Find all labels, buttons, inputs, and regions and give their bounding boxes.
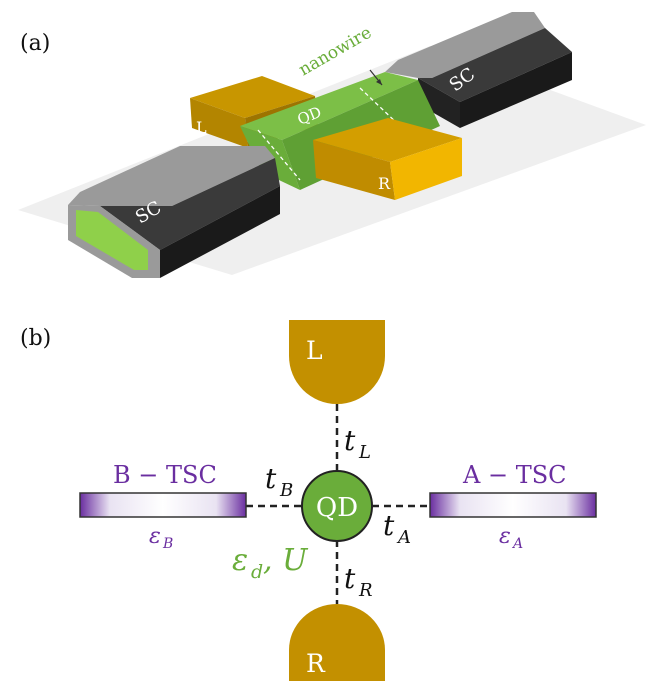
- lead-bottom-label: R: [306, 649, 326, 678]
- t-b-label: t B: [265, 462, 293, 501]
- svg-text:R: R: [358, 580, 373, 601]
- svg-text:ε: ε: [149, 524, 161, 549]
- eps-a-label: ε A: [499, 524, 523, 552]
- svg-text:t: t: [344, 562, 356, 595]
- quantum-dot: [301, 470, 373, 542]
- svg-text:t: t: [344, 424, 356, 457]
- sc-left: SC: [68, 146, 280, 278]
- qd-params-label: ε d , U: [232, 543, 309, 583]
- lead-right-label: R: [378, 174, 391, 193]
- svg-text:, U: , U: [263, 543, 309, 578]
- tsc-b-title: B − TSC: [113, 461, 217, 489]
- svg-text:t: t: [383, 509, 395, 542]
- svg-text:ε: ε: [499, 524, 511, 549]
- tsc-b-bar: [79, 492, 247, 518]
- tsc-a-bar: [429, 492, 597, 518]
- lead-top-label: L: [306, 336, 323, 365]
- svg-text:L: L: [358, 442, 371, 463]
- tsc-a-title: A − TSC: [462, 461, 567, 489]
- t-a-label: t A: [383, 509, 411, 548]
- svg-text:A: A: [511, 536, 523, 552]
- panel-b: (b) L R QD B − TSC A − TSC ε B ε A t: [20, 320, 597, 681]
- svg-text:B: B: [279, 480, 293, 501]
- lead-bottom: [289, 604, 385, 681]
- t-lead-bottom-label: t R: [344, 562, 373, 601]
- svg-text:d: d: [251, 561, 263, 583]
- eps-b-label: ε B: [149, 524, 173, 552]
- lead-right-block: R: [313, 118, 462, 200]
- panel-b-label: (b): [20, 326, 51, 351]
- nanowire-label: nanowire: [296, 23, 376, 81]
- nanowire-pointer-head: [376, 79, 382, 85]
- quantum-dot-label: QD: [316, 493, 358, 523]
- svg-text:B: B: [162, 536, 173, 552]
- lead-top: [289, 320, 385, 404]
- svg-text:t: t: [265, 462, 277, 495]
- panel-a-label: (a): [20, 31, 50, 56]
- panel-a: (a) L SC QD nanowire: [18, 12, 646, 278]
- lead-left-label: L: [196, 118, 207, 137]
- svg-text:A: A: [396, 527, 411, 548]
- sc-right: SC: [385, 12, 572, 128]
- svg-text:ε: ε: [232, 543, 248, 578]
- t-lead-top-label: t L: [344, 424, 371, 463]
